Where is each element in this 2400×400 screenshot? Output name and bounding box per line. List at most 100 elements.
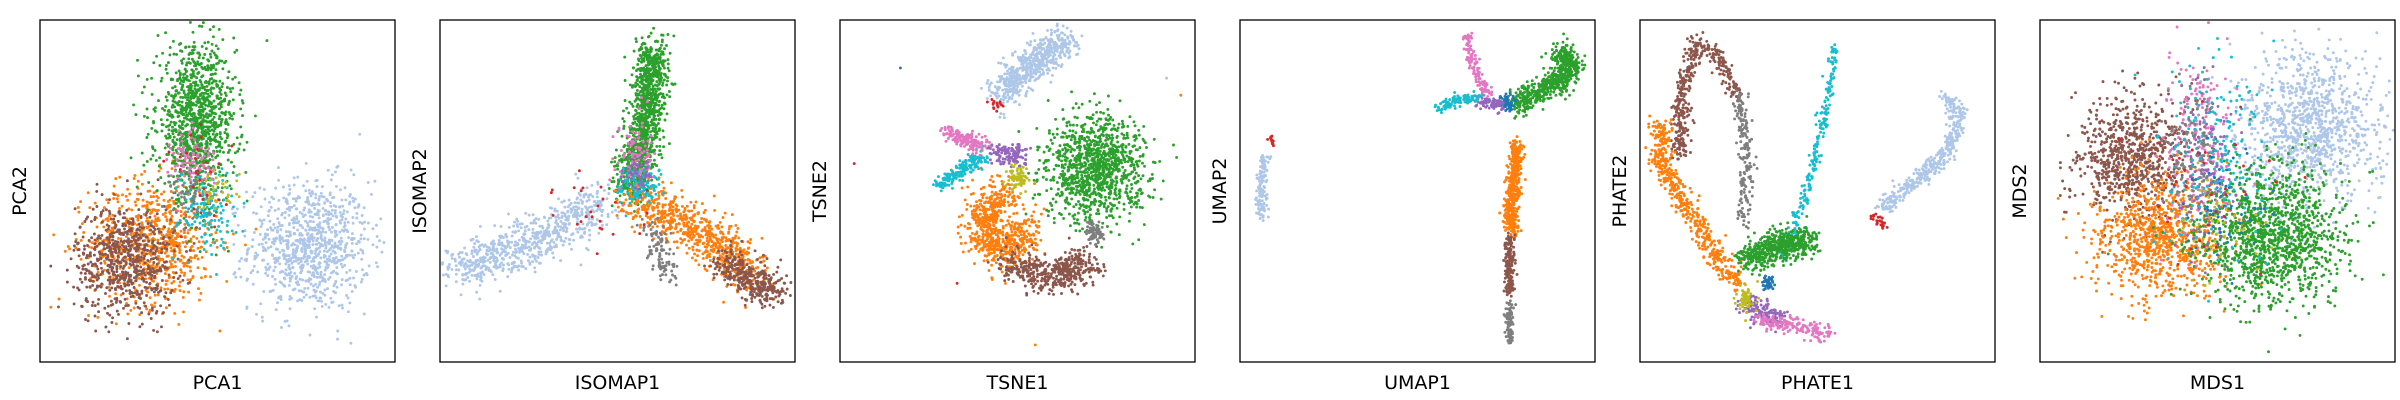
scatter-point-light-blue — [378, 239, 382, 243]
scatter-point-brown — [149, 257, 153, 261]
scatter-point-green — [233, 50, 237, 54]
scatter-point-brown — [149, 277, 153, 281]
scatter-point-green — [233, 75, 237, 79]
scatter-point-light-blue — [555, 215, 559, 219]
scatter-point-brown — [124, 230, 127, 234]
scatter-point-green — [212, 106, 216, 110]
scatter-point-olive — [237, 195, 241, 199]
scatter-point-green — [142, 114, 146, 118]
scatter-point-light-blue — [527, 248, 531, 252]
scatter-point-light-blue — [546, 248, 550, 252]
scatter-point-pink — [194, 143, 198, 147]
scatter-point-light-blue — [343, 228, 347, 232]
scatter-point-light-blue — [280, 224, 284, 228]
scatter-point-light-blue — [537, 252, 541, 256]
scatter-point-gray — [191, 216, 195, 220]
scatter-point-red — [196, 172, 200, 176]
scatter-point-orange — [95, 225, 99, 229]
scatter-point-brown — [178, 274, 182, 278]
scatter-point-brown — [87, 238, 91, 242]
scatter-point-orange — [106, 201, 110, 205]
scatter-point-orange — [103, 259, 106, 263]
scatter-point-brown — [125, 179, 129, 183]
scatter-point-green — [237, 81, 241, 85]
scatter-point-light-blue — [492, 265, 496, 269]
scatter-point-brown — [125, 247, 129, 251]
scatter-point-light-blue — [274, 186, 278, 190]
scatter-point-light-blue — [323, 293, 327, 297]
scatter-point-brown — [91, 283, 95, 287]
scatter-point-light-blue — [304, 252, 308, 255]
scatter-point-light-blue — [286, 202, 289, 205]
scatter-point-light-blue — [307, 236, 311, 240]
scatter-point-light-blue — [280, 237, 284, 241]
scatter-point-light-blue — [585, 223, 589, 227]
scatter-point-green — [223, 113, 227, 117]
scatter-point-green — [187, 144, 191, 148]
scatter-point-brown — [124, 304, 128, 308]
scatter-point-red — [198, 178, 202, 182]
scatter-point-light-blue — [343, 248, 346, 252]
scatter-point-light-blue — [286, 260, 290, 263]
scatter-point-light-blue — [294, 254, 298, 258]
scatter-point-green — [215, 149, 219, 153]
scatter-point-brown — [159, 288, 163, 292]
scatter-point-brown — [108, 313, 112, 317]
scatter-point-brown — [167, 242, 171, 246]
scatter-point-light-blue — [365, 273, 369, 277]
scatter-point-light-blue — [311, 243, 315, 247]
scatter-point-orange — [170, 214, 174, 218]
scatter-point-light-blue — [339, 246, 343, 250]
scatter-point-light-blue — [533, 266, 537, 270]
scatter-point-green — [216, 165, 220, 169]
scatter-point-light-blue — [560, 239, 563, 243]
scatter-point-orange — [126, 187, 130, 191]
scatter-point-light-blue — [319, 234, 323, 238]
scatter-point-orange — [145, 225, 149, 229]
scatter-point-pink — [190, 157, 194, 161]
scatter-point-brown — [140, 251, 144, 255]
scatter-point-red — [167, 150, 171, 154]
scatter-point-brown — [121, 291, 125, 295]
scatter-point-green — [146, 132, 150, 136]
scatter-point-light-blue — [338, 205, 342, 209]
scatter-point-orange — [170, 281, 174, 285]
scatter-point-brown — [124, 262, 128, 266]
scatter-point-pink — [181, 152, 185, 156]
scatter-point-brown — [140, 291, 144, 295]
scatter-point-orange — [77, 210, 81, 214]
scatter-point-green — [173, 100, 177, 104]
scatter-point-light-blue — [316, 285, 320, 289]
scatter-point-green — [223, 97, 227, 101]
scatter-point-light-blue — [301, 256, 305, 260]
scatter-point-light-blue — [330, 173, 334, 177]
scatter-point-green — [204, 119, 208, 123]
scatter-point-brown — [172, 249, 176, 253]
scatter-point-light-blue — [467, 270, 471, 274]
scatter-point-brown — [106, 253, 110, 257]
scatter-point-brown — [69, 257, 73, 261]
scatter-point-red — [224, 203, 228, 207]
scatter-point-brown — [138, 228, 141, 232]
scatter-point-light-blue — [298, 210, 302, 214]
scatter-point-light-blue — [379, 217, 383, 221]
scatter-point-olive — [213, 207, 217, 211]
scatter-point-orange — [177, 284, 181, 288]
scatter-point-light-blue — [253, 191, 257, 195]
scatter-point-cyan — [185, 219, 189, 223]
scatter-point-light-blue — [323, 240, 327, 244]
scatter-point-green — [213, 135, 217, 139]
scatter-point-green — [206, 88, 210, 92]
scatter-point-green — [232, 165, 236, 168]
scatter-point-light-blue — [305, 233, 309, 236]
scatter-point-brown — [93, 238, 97, 242]
scatter-point-orange — [167, 276, 171, 280]
scatter-point-light-blue — [252, 264, 256, 268]
scatter-point-light-blue — [577, 206, 581, 210]
scatter-point-green — [239, 107, 243, 111]
scatter-point-light-blue — [478, 224, 482, 228]
scatter-point-brown — [83, 244, 86, 248]
scatter-point-brown — [74, 240, 78, 244]
scatter-point-green — [180, 120, 184, 124]
scatter-point-light-blue — [601, 208, 605, 212]
